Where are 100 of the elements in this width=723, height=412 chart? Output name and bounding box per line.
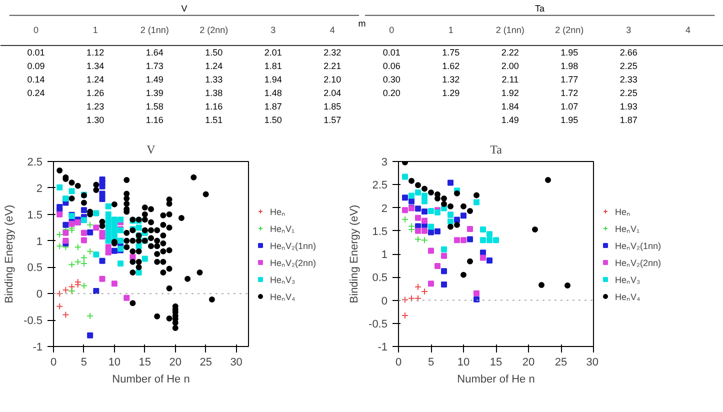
text: 2.22 (501, 47, 519, 58)
legend-label: HeₙV₂(2nn) (615, 256, 662, 268)
text: 0.01 (382, 47, 400, 58)
text: 0.20 (382, 88, 400, 98)
text: 2.66 (620, 47, 638, 58)
text: 1.16 (146, 114, 164, 125)
text: 1.87 (620, 114, 638, 125)
legend-label: Heₙ (615, 206, 632, 218)
text: 1.48 (264, 88, 282, 98)
y-tick-label: 1.5 (27, 209, 43, 222)
text: 2.00 (501, 60, 519, 71)
text: 1.39 (146, 88, 164, 98)
text: 1.85 (324, 101, 342, 112)
text: 1.87 (264, 101, 282, 112)
y-tick-label: 2.5 (27, 156, 43, 168)
text: 1.26 (86, 88, 104, 98)
y-axis-title: Binding Energy (eV) (4, 204, 16, 304)
x-tick-label: 15 (490, 356, 502, 368)
text: 1.62 (442, 60, 460, 71)
text: 1.50 (205, 47, 223, 58)
text: 2.32 (324, 47, 342, 58)
category-label: 2 (2nn) (200, 25, 228, 36)
y-tick-label: 0 (381, 295, 388, 308)
category-label: 2 (1nn) (496, 25, 524, 36)
legend-label: HeₙV₁ (615, 222, 640, 234)
y-axis-title: Binding Energy (eV) (348, 204, 361, 304)
text: 1.95 (560, 47, 578, 58)
category-label: 3 (626, 25, 632, 36)
text: 1.72 (560, 88, 578, 98)
text: 1.84 (501, 101, 519, 112)
text: 2.04 (324, 88, 342, 98)
text: 1.12 (86, 47, 104, 58)
legend-label: HeₙV₄ (615, 290, 640, 302)
x-tick-label: 20 (169, 356, 182, 368)
y-tick-label: 3 (381, 156, 388, 168)
text: 1.81 (264, 60, 282, 71)
y-tick-label: 0 (36, 288, 43, 301)
category-label: 3 (270, 25, 276, 36)
text: 1.51 (205, 114, 223, 125)
category-label: 2 (1nn) (140, 25, 169, 36)
text: 1.75 (442, 47, 460, 58)
text: 2.21 (324, 60, 342, 71)
category-label: 2 (2nn) (555, 25, 584, 36)
y-tick-label: 2 (36, 182, 43, 195)
x-tick-label: 5 (80, 356, 88, 368)
x-tick-label: 0 (395, 356, 402, 368)
text: 1.38 (205, 88, 223, 98)
x-tick-label: 10 (457, 356, 470, 368)
text: 1.64 (146, 47, 164, 58)
text: 2.01 (264, 47, 282, 58)
y-tick-label: -1 (378, 342, 388, 354)
category-label: 4 (685, 25, 690, 36)
text: 1.23 (86, 101, 104, 112)
y-tick-label: -1 (32, 342, 42, 354)
legend-label: HeₙV₃ (270, 274, 296, 286)
x-axis-title: Number of He n (112, 374, 190, 386)
x-tick-label: 5 (428, 356, 434, 368)
text: 0.01 (27, 47, 45, 58)
text: 1.92 (501, 88, 519, 98)
text: 1.29 (442, 88, 460, 98)
y-tick-label: 1 (36, 236, 43, 248)
x-tick-label: 15 (138, 356, 152, 368)
legend-label: Heₙ (270, 206, 287, 218)
text: 2.11 (502, 74, 519, 84)
text: 1.98 (560, 60, 578, 71)
text: 1.49 (501, 114, 519, 125)
x-tick-label: 25 (554, 356, 568, 368)
text: 0.14 (27, 74, 45, 84)
legend-label: HeₙV₂(1nn) (615, 240, 662, 252)
text: 1.95 (560, 114, 578, 125)
y-tick-label: 0.5 (27, 262, 43, 274)
text: 2.25 (620, 88, 638, 98)
text: 1.77 (560, 74, 578, 84)
x-tick-label: 30 (230, 356, 242, 368)
y-tick-label: 1 (381, 249, 388, 261)
y-tick-label: 0.5 (372, 272, 388, 284)
text: 2.25 (620, 60, 638, 71)
text: 1.50 (264, 114, 282, 125)
text: 2.33 (620, 74, 638, 84)
y-tick-label: -0.5 (24, 315, 43, 328)
x-tick-label: 20 (522, 356, 535, 368)
x-tick-label: 0 (50, 356, 57, 368)
text: Ta (535, 4, 545, 14)
text: 1.16 (205, 101, 223, 112)
text: 1.33 (205, 74, 223, 84)
legend-label: HeₙV₃ (615, 274, 640, 286)
text: 1.34 (86, 60, 104, 71)
category-label: 1 (92, 25, 98, 36)
category-label: 1 (448, 25, 454, 36)
category-label: 4 (330, 25, 335, 36)
text: 1.58 (146, 101, 164, 112)
text: 1.32 (442, 74, 460, 84)
x-tick-label: 25 (200, 356, 212, 368)
text: 1.24 (86, 74, 104, 84)
chart-title: V (146, 142, 156, 156)
text: 1.94 (264, 74, 282, 84)
chart-title: Ta (490, 142, 503, 156)
text: 0.30 (382, 74, 400, 84)
legend-label: HeₙV₁ (270, 222, 295, 234)
legend-label: HeₙV₂(2nn) (270, 256, 316, 268)
